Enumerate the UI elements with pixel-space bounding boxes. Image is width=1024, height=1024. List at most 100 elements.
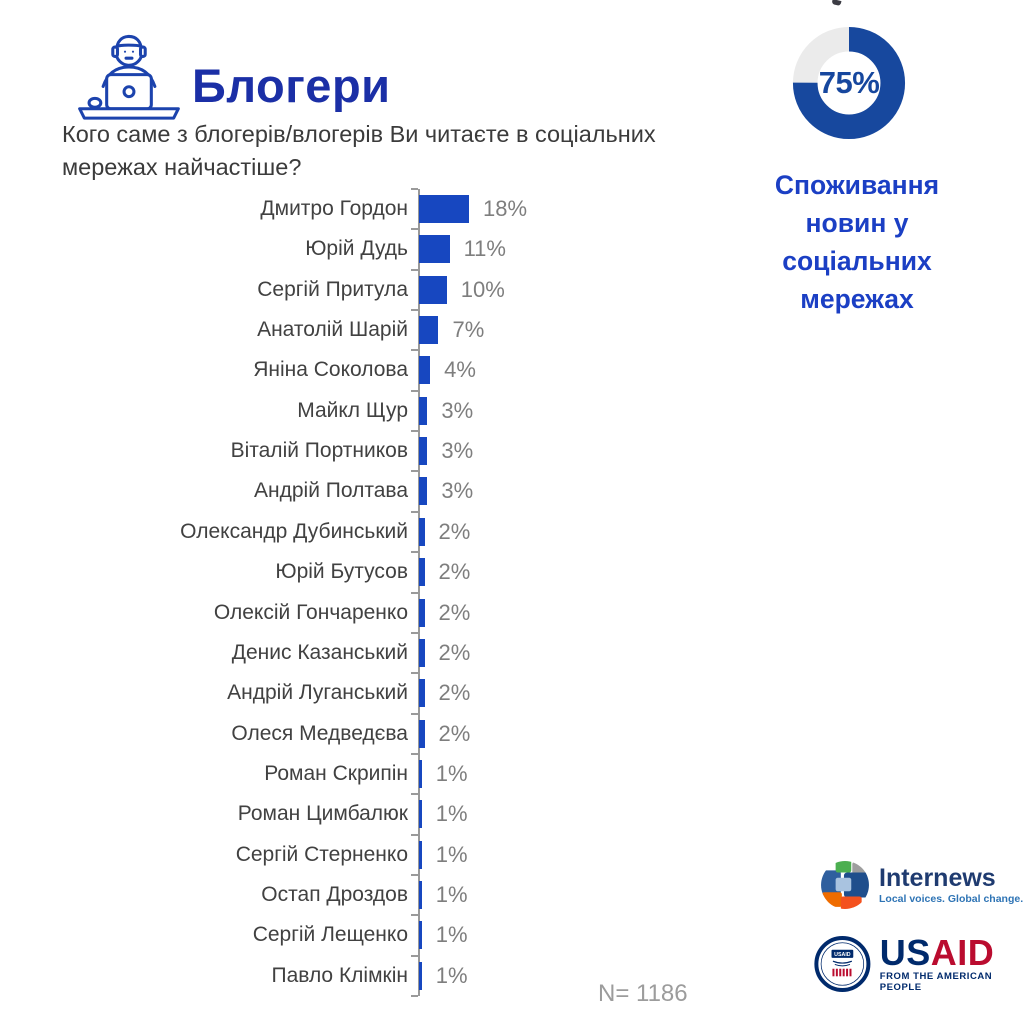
internews-text: Internews Local voices. Global change.: [879, 865, 1023, 905]
chart-row: Андрій Луганський 2%: [0, 673, 1024, 713]
axis-tick: [411, 389, 418, 392]
bar-value-label: 2%: [438, 559, 471, 585]
donut-value-arc: [792, 26, 906, 140]
chart-row: Остап Дроздов 1%: [0, 875, 1024, 915]
chart-row: Роман Скрипін 1%: [0, 754, 1024, 794]
chart-row: Олександр Дубинський 2%: [0, 512, 1024, 552]
bar-category-label: Віталій Портников: [230, 439, 408, 463]
chart-row: Сергій Лещенко 1%: [0, 915, 1024, 955]
bar: [419, 477, 428, 506]
bar-category-label: Анатолій Шарій: [257, 318, 408, 342]
bar: [419, 356, 431, 385]
usaid-aid: AID: [930, 931, 995, 973]
bar-category-label: Олександр Дубинський: [180, 519, 408, 543]
chart-row: Юрій Дудь 11%: [0, 229, 1024, 269]
bar-value-label: 2%: [438, 639, 471, 665]
bar-value-label: 4%: [444, 357, 476, 383]
bar: [419, 235, 450, 264]
bar-category-label: Андрій Полтава: [254, 479, 408, 503]
bar: [419, 759, 422, 788]
bar-value-label: 1%: [435, 801, 468, 827]
internews-logo: Internews Local voices. Global change.: [820, 860, 1023, 910]
internews-name: Internews: [879, 864, 996, 892]
bar-category-label: Павло Клімкін: [271, 963, 409, 987]
usaid-us: US: [879, 931, 931, 973]
bar-category-label: Яніна Соколова: [253, 358, 408, 382]
axis-tick: [411, 551, 418, 554]
bar-value-label: 18%: [483, 196, 528, 221]
chart-row: Майкл Щур 3%: [0, 391, 1024, 431]
axis-tick: [411, 752, 418, 755]
bar: [419, 840, 422, 869]
chart-row: Сергій Стерненко 1%: [0, 835, 1024, 875]
axis-tick: [411, 712, 418, 715]
blogger-at-laptop-icon: [78, 34, 180, 120]
bar-category-label: Остап Дроздов: [261, 882, 408, 906]
usaid-tagline: FROM THE AMERICAN PEOPLE: [879, 970, 993, 993]
bar-category-label: Сергій Притула: [257, 277, 408, 301]
bar-category-label: Сергій Лещенко: [252, 923, 408, 947]
bar-category-label: Сергій Стерненко: [235, 842, 408, 866]
bar: [419, 679, 425, 708]
usaid-logo: USAID USAID FROM THE AMERICAN PEOPLE: [814, 933, 1024, 995]
chart-row: Анатолій Шарій 7%: [0, 310, 1024, 350]
chart-row: Юрій Бутусов 2%: [0, 552, 1024, 592]
bar-value-label: 1%: [435, 760, 468, 786]
bar: [419, 800, 422, 829]
axis-tick: [411, 672, 418, 675]
bar: [419, 195, 470, 223]
bar-value-label: 7%: [452, 317, 485, 343]
bar-value-label: 3%: [441, 438, 474, 464]
axis-tick: [411, 268, 418, 271]
chart-row: Яніна Соколова 4%: [0, 350, 1024, 390]
bar-value-label: 1%: [435, 841, 468, 867]
axis-tick: [411, 591, 418, 594]
bar-value-label: 3%: [441, 478, 474, 504]
sample-size: N= 1186: [598, 980, 688, 1007]
bar-category-label: Денис Казанський: [231, 640, 408, 664]
usaid-wordmark: USAID: [880, 934, 1024, 970]
chart-row: Дмитро Гордон 18%: [0, 189, 1024, 229]
bar-category-label: Роман Цимбалюк: [237, 802, 408, 826]
usaid-seal-text: USAID: [834, 952, 851, 958]
bar: [419, 396, 428, 425]
axis-tick: [411, 873, 418, 876]
axis-tick: [411, 470, 418, 473]
bar-value-label: 2%: [438, 518, 471, 544]
axis-tick: [411, 349, 418, 352]
bar-value-label: 1%: [435, 881, 468, 907]
chart-row: Олеся Медведєва 2%: [0, 714, 1024, 754]
axis-tick: [411, 309, 418, 312]
bar-value-label: 11%: [463, 236, 506, 262]
bar-value-label: 2%: [438, 720, 471, 746]
bar: [419, 517, 425, 546]
usaid-text: USAID FROM THE AMERICAN PEOPLE: [879, 934, 1024, 993]
bar-category-label: Юрій Дудь: [305, 237, 408, 261]
bar-value-label: 10%: [460, 276, 505, 302]
axis-tick: [411, 995, 418, 997]
bar-category-label: Олексій Гончаренко: [213, 600, 408, 624]
internews-tagline: Local voices. Global change.: [879, 893, 1024, 905]
chart-row: Павло Клімкін 1%: [0, 956, 1024, 996]
axis-tick: [411, 430, 418, 433]
axis-tick: [411, 833, 418, 836]
bar-value-label: 2%: [438, 599, 471, 625]
chart-row: Денис Казанський 2%: [0, 633, 1024, 673]
chart-row: Віталій Портников 3%: [0, 431, 1024, 471]
bar: [419, 598, 425, 627]
axis-tick: [411, 510, 418, 513]
axis-tick: [411, 954, 418, 957]
bar-category-label: Юрій Бутусов: [275, 560, 408, 584]
bar: [419, 437, 428, 466]
bar: [419, 921, 422, 950]
internews-icon: [821, 861, 869, 909]
bar-value-label: 3%: [441, 397, 474, 423]
donut-chart: [792, 26, 906, 140]
bar-value-label: 2%: [438, 680, 471, 706]
bar: [419, 638, 425, 667]
bar-category-label: Олеся Медведєва: [231, 721, 408, 745]
bar: [419, 275, 447, 304]
axis-tick: [411, 631, 418, 634]
